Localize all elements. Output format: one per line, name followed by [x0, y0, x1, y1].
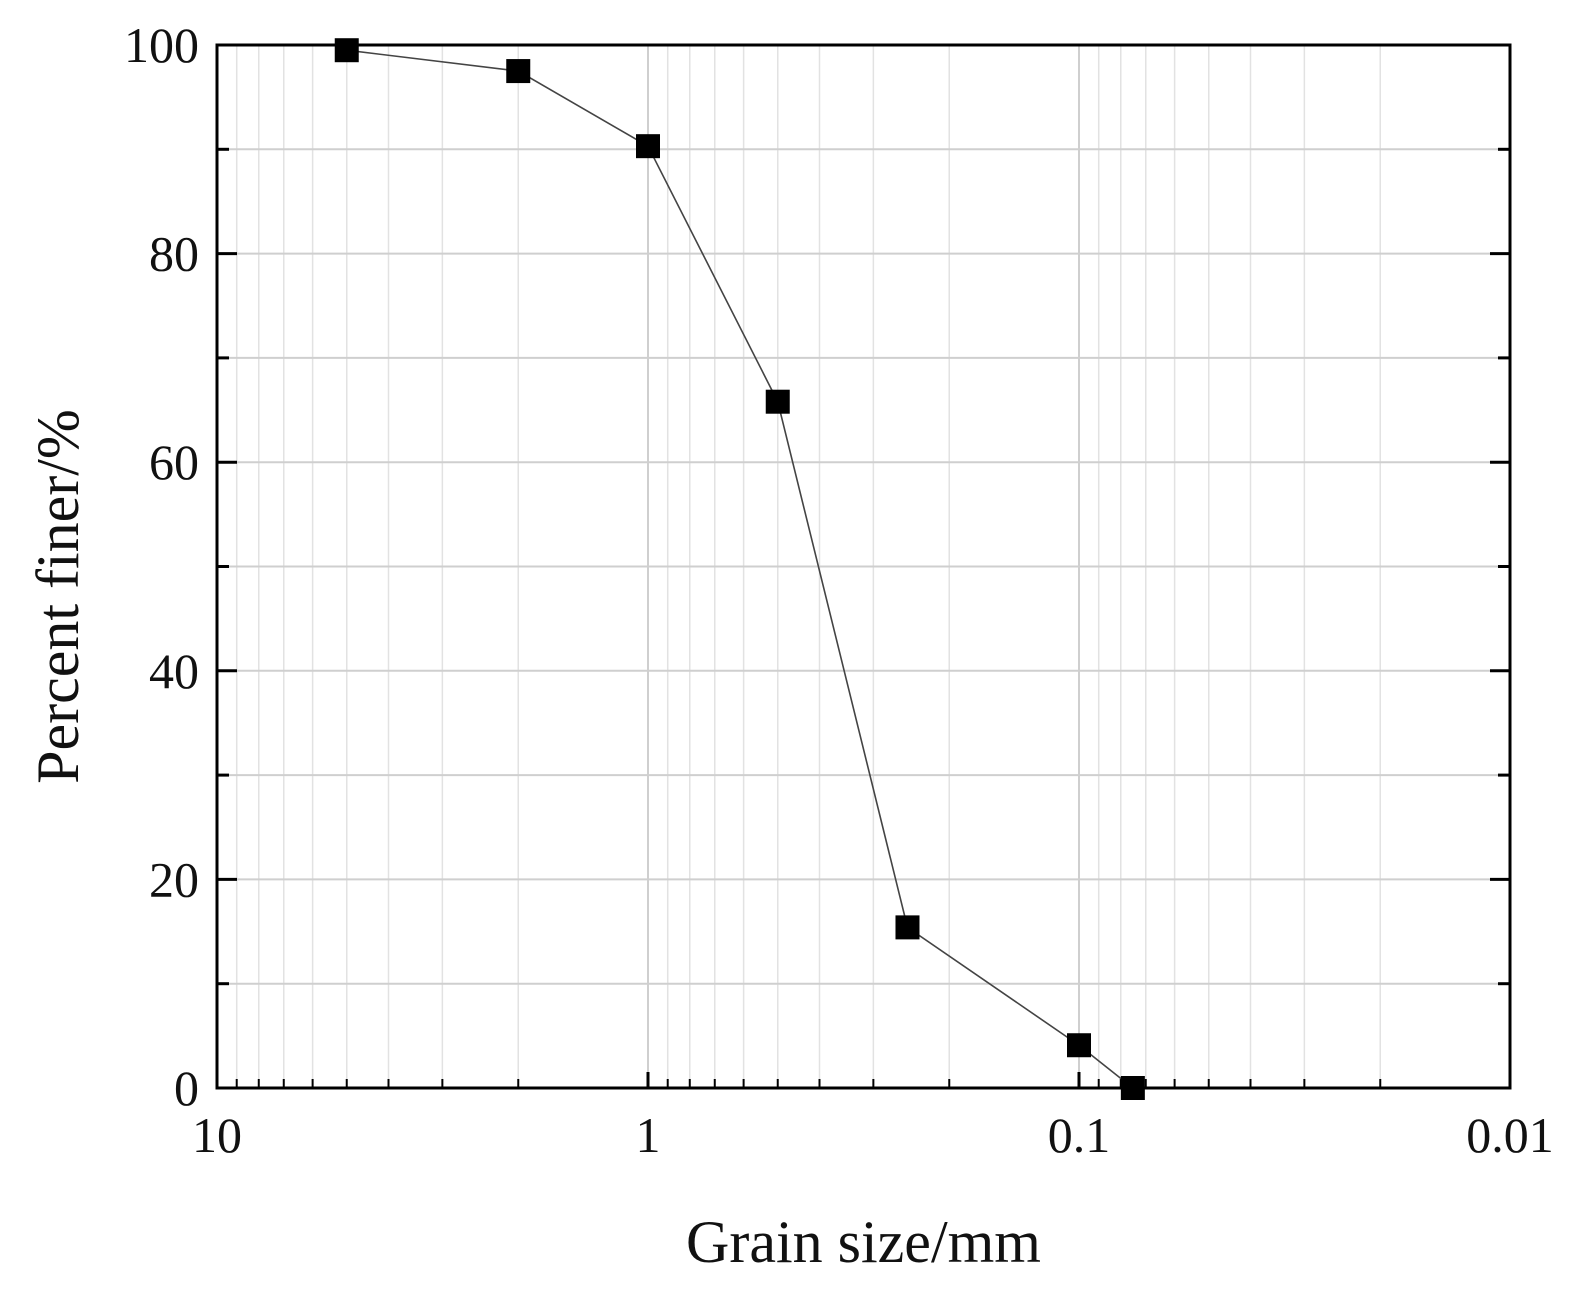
y-tick-label: 20 — [149, 851, 199, 907]
series-line — [346, 49, 1134, 1089]
data-point-marker — [334, 38, 359, 63]
y-tick-label: 100 — [124, 17, 199, 73]
plot-frame — [215, 43, 1512, 1090]
x-axis-title: Grain size/mm — [686, 1209, 1041, 1275]
x-tick-label: 1 — [636, 1107, 661, 1163]
data-point-marker — [506, 59, 531, 84]
y-tick-label: 60 — [149, 434, 199, 490]
x-tick-label: 10 — [192, 1107, 242, 1163]
data-point-marker — [1067, 1033, 1091, 1058]
tick-labels: 0 20 40 60 80 100 10 1 0.1 0.01 — [124, 17, 1554, 1163]
x-tick-label: 0.1 — [1048, 1107, 1111, 1163]
grid-lines — [217, 45, 1511, 1088]
data-point-marker — [765, 389, 790, 414]
y-tick-label: 0 — [174, 1060, 199, 1116]
data-point-marker — [1120, 1076, 1145, 1100]
series-layer — [334, 38, 1145, 1100]
y-tick-label: 80 — [149, 226, 199, 282]
data-point-marker — [895, 915, 920, 940]
data-point-marker — [636, 134, 660, 159]
y-axis-title: Percent finer/% — [25, 409, 91, 784]
x-tick-label: 0.01 — [1466, 1107, 1554, 1163]
y-tick-label: 40 — [149, 643, 199, 699]
